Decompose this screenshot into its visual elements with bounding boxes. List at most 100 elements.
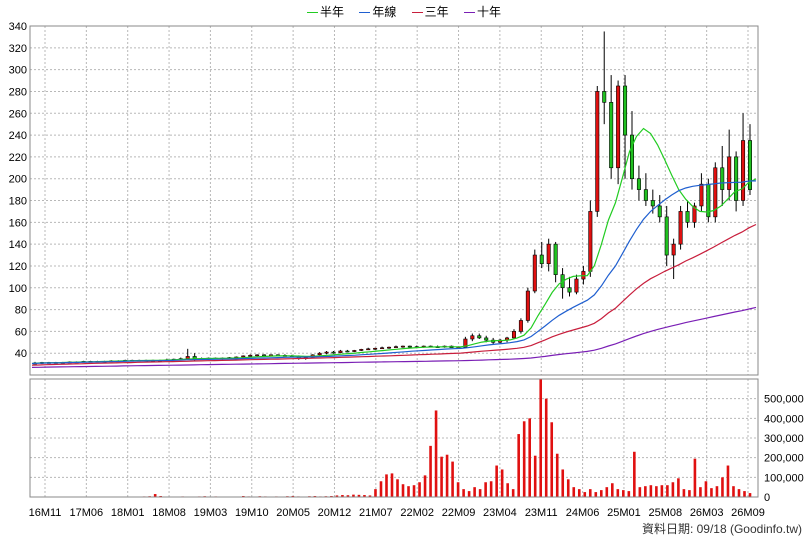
volume-bar <box>478 489 482 497</box>
candle-body <box>636 178 641 190</box>
volume-bar <box>517 434 520 497</box>
candle-body <box>713 167 718 218</box>
price-axis: 40 60 80 100 120 140 160 180 200 220 240 260 280 300 3… <box>9 21 27 360</box>
legend-label-half-year: 半年 <box>319 5 344 19</box>
data-date-footer: 資料日期: 09/18 (Goodinfo.tw) <box>641 522 802 536</box>
candle-body <box>345 350 350 353</box>
candle-body <box>664 216 669 256</box>
volume-bar <box>335 495 339 497</box>
volume-tick-label: 100,000 <box>764 472 804 484</box>
volume-bar <box>434 410 438 497</box>
candle-body <box>407 345 412 348</box>
candle-body <box>671 243 676 256</box>
candle-body <box>248 355 253 357</box>
x-axis: 16M11 17M06 18M01 18M08 19M03 19M10 20M05 20M12… <box>29 507 765 519</box>
candle-body <box>484 337 489 341</box>
candle-body <box>400 345 405 348</box>
candle-body <box>352 350 357 352</box>
volume-bar <box>594 492 598 497</box>
candle-body <box>602 91 607 103</box>
candle-body <box>241 355 246 358</box>
volume-bar <box>412 485 416 497</box>
volume-bar <box>506 483 509 497</box>
ma-year-line <box>31 180 757 365</box>
candle-body <box>532 254 537 292</box>
candle-body <box>380 347 385 350</box>
price-tick-label: 100 <box>9 283 27 295</box>
volume-bar <box>721 477 724 497</box>
candle-body <box>616 85 621 169</box>
candle-body <box>262 354 267 357</box>
x-tick-label: 20M05 <box>276 507 310 519</box>
price-tick-label: 300 <box>9 65 27 77</box>
candle-body <box>678 211 683 245</box>
candle-body <box>511 331 516 339</box>
x-tick-label: 24M06 <box>566 507 600 519</box>
candle-body <box>650 200 655 207</box>
x-tick-label: 18M08 <box>152 507 186 519</box>
volume-bar <box>533 455 537 497</box>
volume-bar <box>522 421 526 497</box>
grid-lines <box>30 25 758 497</box>
x-tick-label: 22M02 <box>400 507 434 519</box>
volume-bar <box>732 486 735 497</box>
volume-bar <box>633 451 636 497</box>
volume-bar <box>484 482 487 497</box>
candle-body <box>567 287 572 293</box>
volume-bar <box>489 481 493 497</box>
moving-average-lines <box>31 127 757 368</box>
x-tick-label: 25M01 <box>607 507 641 519</box>
legend-swatch-year-line <box>359 12 371 14</box>
legend-swatch-ten-year <box>464 12 476 14</box>
candle-body <box>338 350 343 353</box>
x-tick-label: 26M03 <box>690 507 724 519</box>
price-tick-label: 60 <box>15 326 27 338</box>
volume-bar <box>385 474 388 497</box>
volume-bar <box>341 495 344 497</box>
volume-bar <box>572 487 576 497</box>
price-tick-label: 180 <box>9 196 27 208</box>
candle-body <box>470 335 475 340</box>
candle-body <box>366 348 371 351</box>
candle-body <box>685 211 690 223</box>
volume-bar <box>352 494 355 497</box>
volume-bar <box>473 487 476 497</box>
volume-bar <box>374 489 377 497</box>
volume-bar <box>423 475 427 497</box>
volume-bar <box>561 469 565 497</box>
candle-body <box>643 189 648 201</box>
legend-label-three-year: 三年 <box>424 5 449 19</box>
price-candles <box>32 31 752 365</box>
legend-item-half-year: 半年 <box>306 3 344 20</box>
candle-body <box>463 338 468 348</box>
volume-bar <box>638 487 642 497</box>
x-tick-label: 22M09 <box>442 507 476 519</box>
ma-three-year-line <box>31 223 757 366</box>
candle-body <box>595 91 600 212</box>
x-tick-label: 26M09 <box>731 507 765 519</box>
candle-body <box>546 243 551 265</box>
volume-bars <box>49 379 752 497</box>
volume-bar <box>715 486 719 497</box>
candle-body <box>185 356 190 359</box>
volume-bar <box>577 489 581 497</box>
volume-bar <box>467 491 471 497</box>
price-tick-label: 140 <box>9 239 27 251</box>
price-tick-label: 340 <box>9 21 27 33</box>
candle-body <box>609 102 614 169</box>
candle-body <box>553 243 558 275</box>
volume-bar <box>726 465 730 497</box>
candle-body <box>317 352 322 356</box>
volume-bar <box>666 485 669 497</box>
candle-body <box>324 351 329 354</box>
candle-body <box>331 351 336 354</box>
volume-bar <box>699 487 702 497</box>
candle-body <box>539 254 544 265</box>
volume-bar <box>693 458 697 497</box>
volume-bar <box>456 482 460 497</box>
volume-bar <box>528 418 531 497</box>
volume-bar <box>583 492 587 497</box>
volume-bar <box>379 481 383 497</box>
volume-bar <box>550 422 554 497</box>
x-tick-label: 18M01 <box>111 507 145 519</box>
